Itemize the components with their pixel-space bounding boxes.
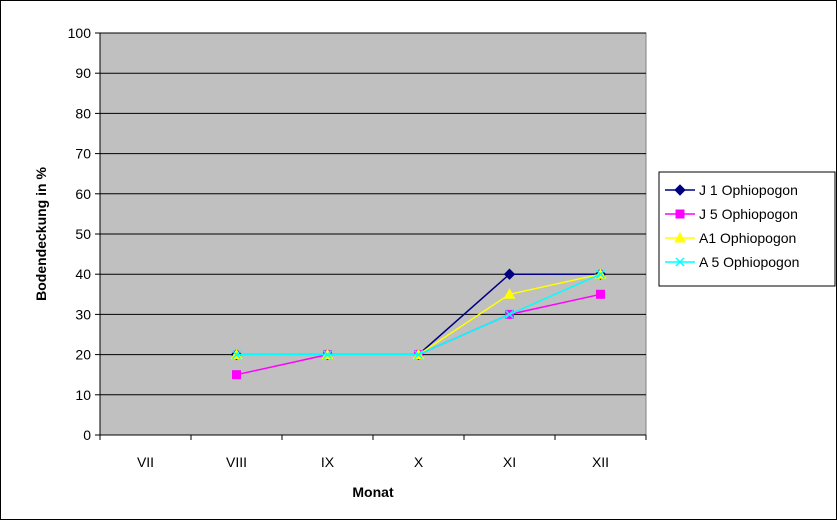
y-tick-label: 90: [75, 65, 91, 81]
y-tick-label: 0: [83, 427, 91, 443]
x-tick-label: VII: [137, 454, 154, 470]
data-point-marker: [595, 269, 606, 279]
x-tick-label: XII: [592, 454, 609, 470]
y-tick-label: 70: [75, 146, 91, 162]
marker-stroke: [413, 350, 424, 360]
data-point-marker: [232, 370, 241, 380]
data-point-marker: [231, 350, 242, 360]
legend: J 1 Ophiopogon J 5 Ophiopogon A1 Ophiopogo…: [658, 171, 836, 287]
data-point-marker: [503, 268, 516, 280]
legend-entry: J 1 Ophiopogon: [665, 182, 798, 198]
legend-label: A1 Ophiopogon: [699, 230, 796, 246]
data-point-marker: [674, 231, 686, 243]
legend-entry: A 5 Ophiopogon: [665, 254, 799, 270]
legend-entry: J 5 Ophiopogon: [665, 206, 798, 222]
data-point-marker: [322, 350, 333, 360]
marker-stroke: [675, 257, 685, 267]
data-point-marker: [674, 184, 686, 196]
data-point-marker: [675, 209, 685, 219]
x-tick-label: IX: [321, 454, 335, 470]
y-tick-label: 80: [75, 105, 91, 121]
data-point-marker: [503, 288, 516, 299]
y-tick-label: 10: [75, 387, 91, 403]
marker-stroke: [595, 269, 606, 279]
y-axis-title: Bodendeckung in %: [33, 167, 49, 301]
legend-label: J 1 Ophiopogon: [699, 182, 798, 198]
marker-stroke: [231, 350, 242, 360]
legend-label: J 5 Ophiopogon: [699, 206, 798, 222]
x-tick-label: XI: [503, 454, 516, 470]
data-point-marker: [596, 289, 605, 299]
legend-label: A 5 Ophiopogon: [699, 254, 799, 270]
marker-stroke: [504, 309, 515, 319]
legend-entry: A1 Ophiopogon: [665, 230, 796, 246]
data-point-marker: [504, 309, 515, 319]
y-tick-label: 100: [68, 25, 92, 41]
y-tick-label: 60: [75, 186, 91, 202]
y-tick-label: 40: [75, 266, 91, 282]
y-tick-label: 50: [75, 226, 91, 242]
series-4: [231, 269, 606, 360]
x-tick-label: VIII: [226, 454, 247, 470]
data-point-marker: [675, 257, 685, 267]
x-tick-label: X: [414, 454, 424, 470]
x-axis-title: Monat: [352, 484, 394, 500]
y-tick-label: 20: [75, 347, 91, 363]
data-point-marker: [413, 350, 424, 360]
y-tick-label: 30: [75, 306, 91, 322]
legend-box: [658, 171, 836, 287]
marker-stroke: [322, 350, 333, 360]
axes: 0 10 20 30 40 50 60 70 80 90 100 VII VIII IX X XI XII: [68, 25, 647, 470]
series-layer: [230, 268, 607, 380]
